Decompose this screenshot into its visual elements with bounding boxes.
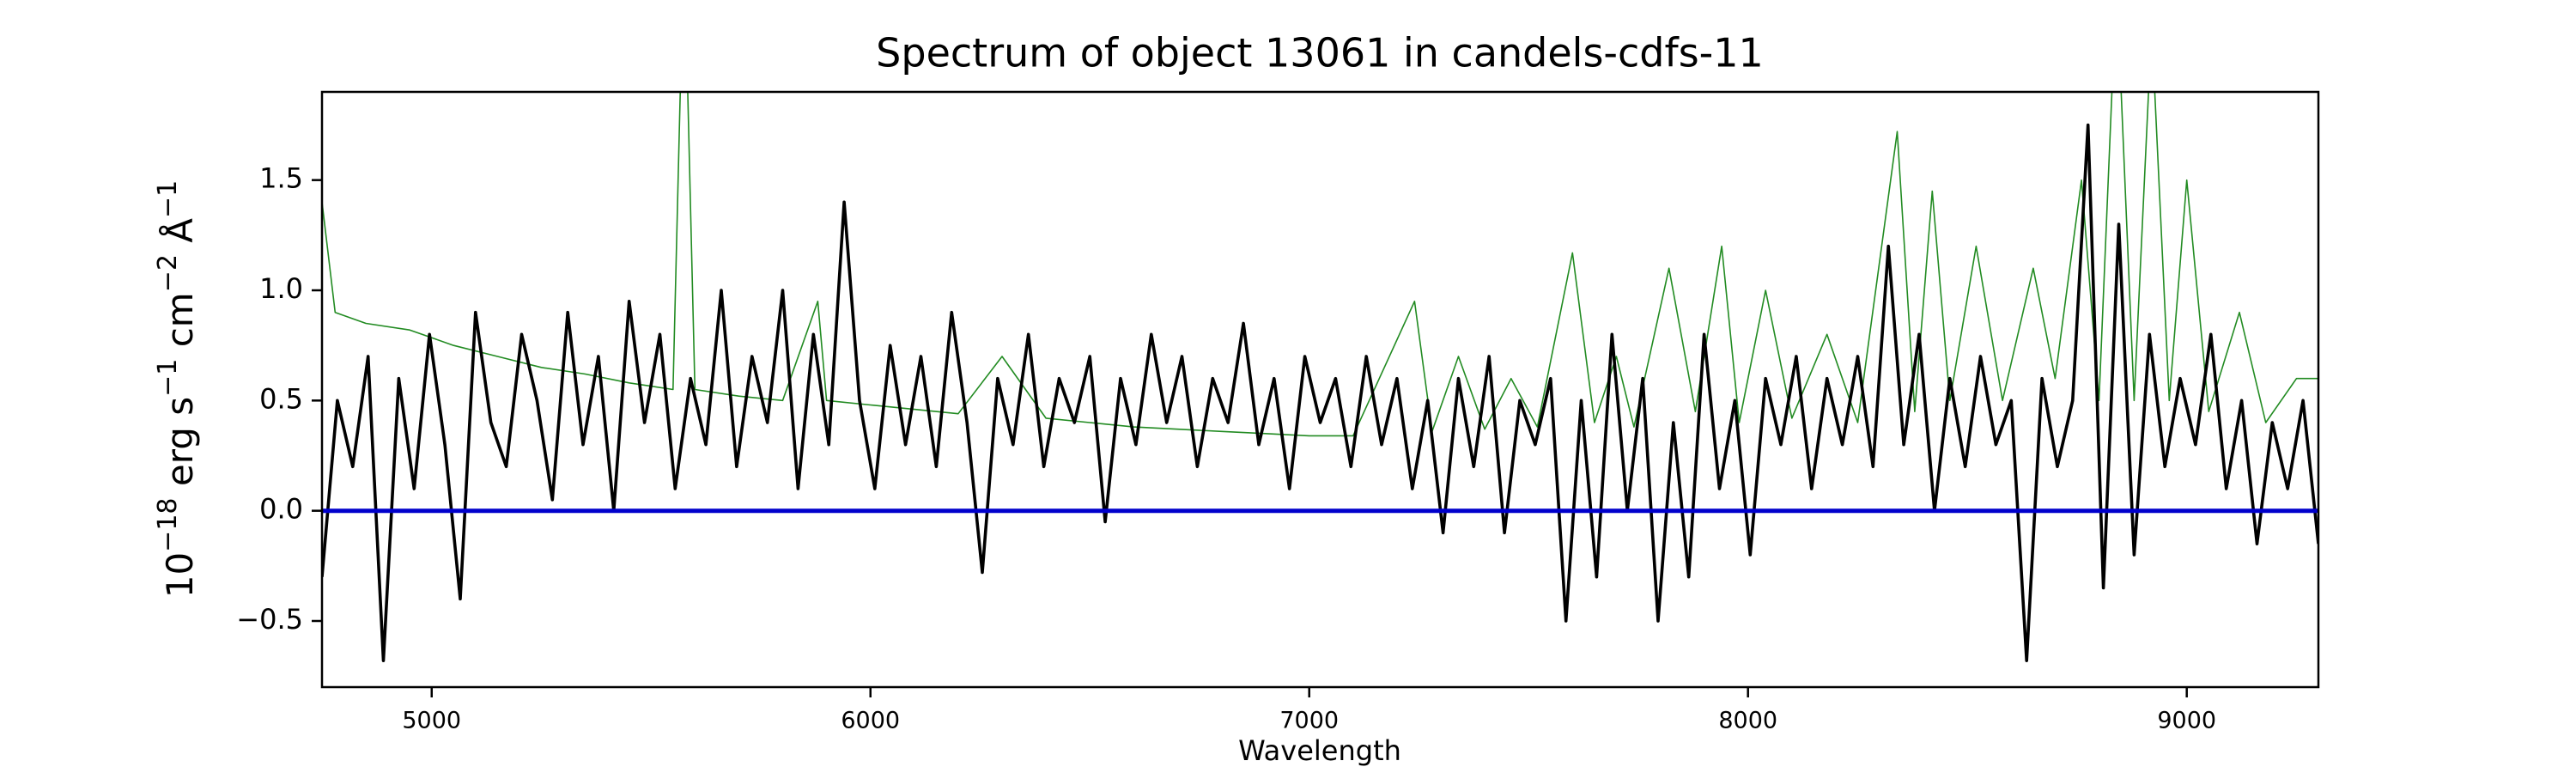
y-tick-label: 1.0 bbox=[259, 272, 303, 305]
y-label-superscript: −1 bbox=[153, 359, 183, 397]
y-label-text: erg s bbox=[159, 397, 201, 498]
plot-area bbox=[322, 92, 2318, 662]
chart-title: Spectrum of object 13061 in candels-cdfs… bbox=[876, 30, 1764, 76]
x-tick-label: 6000 bbox=[841, 708, 900, 734]
y-axis-label: 10−18 erg s−1 cm−2 Å−1 bbox=[153, 180, 201, 599]
x-tick-label: 5000 bbox=[402, 708, 461, 734]
x-axis-label: Wavelength bbox=[1238, 734, 1401, 767]
y-label-text: 10 bbox=[159, 552, 201, 598]
y-label-superscript: −18 bbox=[153, 498, 183, 552]
plot-frame bbox=[320, 90, 2320, 689]
y-label-superscript: −2 bbox=[153, 254, 183, 292]
spectrum-line bbox=[322, 123, 2318, 662]
x-tick-label: 7000 bbox=[1279, 708, 1339, 734]
y-label-text: cm bbox=[159, 292, 201, 358]
y-label-text: Å bbox=[158, 218, 201, 254]
x-tick-label: 8000 bbox=[1718, 708, 1777, 734]
y-tick-label: −0.5 bbox=[236, 603, 303, 636]
y-tick-label: 1.5 bbox=[259, 162, 303, 195]
y-tick-label: 0.5 bbox=[259, 382, 303, 415]
x-tick-label: 9000 bbox=[2157, 708, 2216, 734]
y-tick-label: 0.0 bbox=[259, 493, 303, 526]
y-label-superscript: −1 bbox=[153, 180, 183, 218]
